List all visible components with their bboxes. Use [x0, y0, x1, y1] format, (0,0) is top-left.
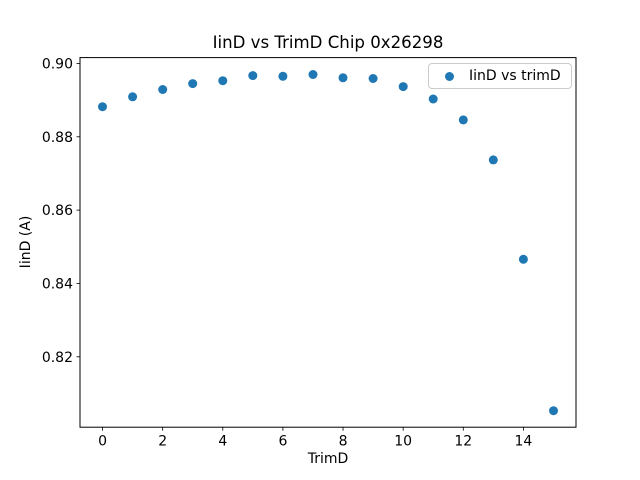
- y-axis-label: IinD (A): [18, 215, 34, 269]
- y-tick-label: 0.82: [42, 350, 73, 366]
- data-point: [188, 79, 198, 89]
- y-tick-label: 0.90: [42, 56, 73, 72]
- legend: IinD vs trimD: [428, 63, 572, 89]
- data-point: [549, 406, 558, 416]
- x-tick-label: 8: [339, 434, 348, 450]
- y-axis: 0.82 0.84 0.86 0.88 0.90: [42, 56, 80, 366]
- data-point: [368, 74, 378, 83]
- plot-frame: [79, 57, 577, 428]
- x-tick-label: 2: [158, 434, 167, 450]
- data-point: [338, 73, 348, 83]
- legend-marker-icon: [445, 71, 454, 81]
- data-point: [278, 71, 288, 81]
- data-point: [398, 82, 408, 92]
- x-axis-label: TrimD: [307, 451, 349, 467]
- y-tick-label: 0.84: [42, 276, 73, 292]
- x-tick-label: 0: [98, 434, 107, 450]
- data-point: [98, 102, 107, 112]
- data-point: [218, 76, 228, 86]
- data-point: [518, 254, 528, 264]
- data-point: [458, 115, 468, 125]
- chart-title: IinD vs TrimD Chip 0x26298: [212, 33, 444, 52]
- x-tick-label: 12: [454, 434, 472, 450]
- data-point: [158, 85, 168, 94]
- legend-label: IinD vs trimD: [469, 68, 561, 84]
- x-axis: 0 2 4 6 8 10 12 14: [98, 427, 532, 450]
- data-point: [308, 70, 318, 79]
- data-point: [128, 92, 138, 102]
- x-tick-label: 14: [514, 434, 532, 450]
- scatter-series: [98, 70, 558, 416]
- y-tick-label: 0.86: [42, 203, 73, 219]
- y-tick-label: 0.88: [42, 130, 73, 146]
- x-tick-label: 4: [218, 434, 227, 450]
- data-point: [488, 155, 498, 165]
- x-tick-label: 6: [278, 434, 287, 450]
- x-tick-label: 10: [394, 434, 412, 450]
- data-point: [428, 94, 438, 104]
- data-point: [248, 71, 258, 81]
